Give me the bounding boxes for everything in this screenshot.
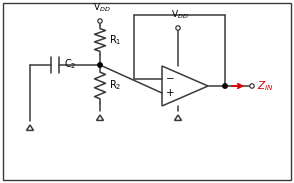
Circle shape (250, 84, 254, 88)
Text: R$_2$: R$_2$ (109, 79, 121, 92)
Circle shape (223, 84, 227, 88)
Circle shape (98, 19, 102, 23)
Circle shape (98, 63, 102, 67)
Text: −: − (166, 74, 174, 84)
Text: R$_1$: R$_1$ (109, 33, 121, 47)
Text: V$_{DD}$: V$_{DD}$ (171, 8, 189, 21)
FancyBboxPatch shape (3, 3, 291, 180)
Text: +: + (166, 88, 174, 98)
Text: C$_2$: C$_2$ (64, 57, 76, 71)
Text: Z$_{IN}$: Z$_{IN}$ (257, 79, 274, 93)
Text: V$_{DD}$: V$_{DD}$ (93, 1, 111, 14)
Circle shape (176, 26, 180, 30)
